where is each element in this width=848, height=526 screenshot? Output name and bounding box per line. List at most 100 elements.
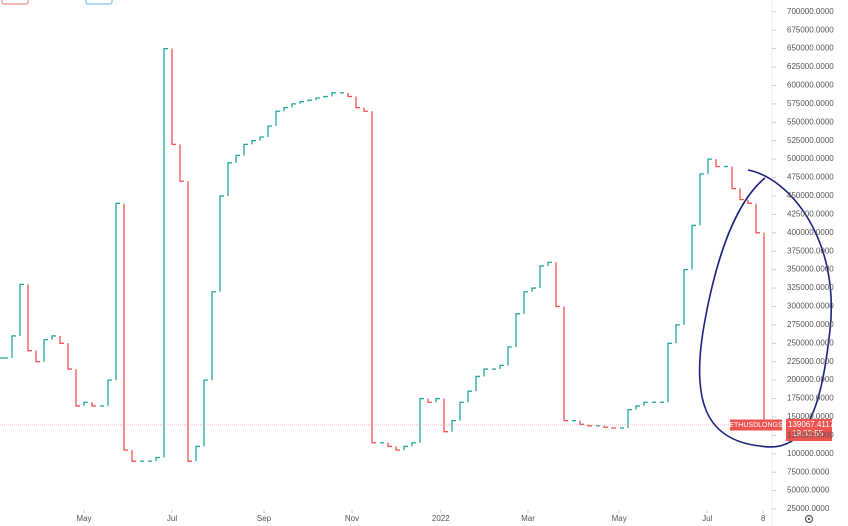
price-step (235, 154, 240, 163)
symbol-label: ETHUSDLONGS (729, 422, 783, 429)
price-step (683, 268, 688, 325)
price-step (419, 397, 424, 443)
price-step (643, 401, 648, 406)
price-step (475, 375, 480, 392)
price-step (187, 181, 192, 462)
price-step (115, 202, 120, 381)
y-tick-label: 550000.0000 (787, 117, 834, 126)
price-step (363, 107, 368, 112)
price-step (35, 350, 40, 363)
price-step (43, 338, 48, 362)
price-step (131, 450, 136, 462)
y-tick-label: 50000.0000 (787, 486, 830, 495)
price-step (299, 101, 304, 104)
price-step (27, 284, 32, 352)
y-tick-label: 125000.0000 (787, 430, 834, 439)
price-step (523, 291, 528, 314)
price-step (211, 291, 216, 381)
settings-icon[interactable] (804, 514, 814, 524)
x-tick-label: Nov (345, 514, 359, 523)
price-step (195, 445, 200, 462)
price-step (83, 401, 88, 406)
y-tick-label: 400000.0000 (787, 228, 834, 237)
price-step (499, 364, 504, 370)
price-step (755, 203, 760, 234)
price-step (739, 188, 744, 201)
y-tick-label: 700000.0000 (787, 7, 834, 16)
price-step (267, 125, 272, 138)
price-step (395, 446, 400, 451)
price-step (75, 369, 80, 407)
y-tick-label: 175000.0000 (787, 394, 834, 403)
y-tick-label: 100000.0000 (787, 449, 834, 458)
x-tick-label: 8 (761, 514, 766, 523)
y-tick-label: 625000.0000 (787, 62, 834, 71)
price-step (59, 335, 64, 344)
y-tick-label: 275000.0000 (787, 320, 834, 329)
price-step (67, 343, 72, 370)
price-step (531, 287, 536, 292)
price-step (355, 96, 360, 109)
price-step (291, 103, 296, 108)
countdown: 19:32:55 (792, 429, 824, 438)
price-step (411, 442, 416, 447)
price-step (307, 99, 312, 102)
price-step (283, 106, 288, 112)
y-tick-label: 650000.0000 (787, 44, 834, 53)
price-step (403, 445, 408, 451)
price-step (387, 442, 392, 448)
price-step (331, 92, 336, 97)
y-tick-label: 600000.0000 (787, 81, 834, 90)
y-tick-label: 75000.0000 (787, 467, 830, 476)
y-tick-label: 25000.0000 (787, 504, 830, 513)
price-step (667, 342, 672, 403)
price-step (227, 162, 232, 196)
price-step (315, 97, 320, 101)
price-step (467, 390, 472, 403)
price-step (51, 335, 56, 340)
y-tick-label: 250000.0000 (787, 338, 834, 347)
price-step (251, 140, 256, 145)
x-tick-label: Jul (702, 514, 712, 523)
price-step (179, 144, 184, 182)
x-tick-label: Jul (167, 514, 177, 523)
price-step (275, 110, 280, 126)
price-step (515, 313, 520, 347)
price-step (323, 95, 328, 98)
price-step (11, 335, 16, 359)
price-step (163, 47, 168, 458)
x-tick-label: May (76, 514, 91, 523)
price-step (611, 427, 616, 429)
price-step (547, 261, 552, 266)
price-step (539, 265, 544, 289)
symbol-box (730, 419, 782, 431)
price-step (259, 136, 264, 141)
price-step (699, 173, 704, 226)
x-tick-label: 2022 (432, 514, 450, 523)
y-tick-label: 350000.0000 (787, 265, 834, 274)
x-tick-label: Mar (521, 514, 535, 523)
hand-drawn-circle (698, 169, 833, 448)
price-step (459, 401, 464, 421)
price-step (123, 203, 128, 451)
price-step (91, 402, 96, 407)
price-step (603, 425, 608, 428)
price-step (347, 92, 352, 98)
toolbar-button[interactable] (85, 0, 113, 5)
toolbar-button[interactable] (1, 0, 29, 5)
y-tick-label: 200000.0000 (787, 375, 834, 384)
y-tick-label: 225000.0000 (787, 357, 834, 366)
price-step (371, 111, 376, 444)
price-tag: ETHUSDLONGS 139067.4117 19:32:55 (729, 419, 835, 442)
y-tick-label: 300000.0000 (787, 302, 834, 311)
price-step (627, 408, 632, 429)
x-tick-label: Sep (257, 514, 272, 523)
price-step (107, 379, 112, 406)
price-step (507, 346, 512, 366)
price-step (427, 398, 432, 403)
price-step (707, 158, 712, 174)
y-tick-label: 575000.0000 (787, 99, 834, 108)
price-step (443, 398, 448, 433)
